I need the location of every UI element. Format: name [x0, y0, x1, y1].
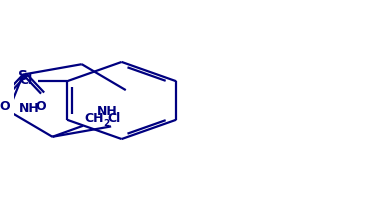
Text: NH: NH [19, 102, 40, 115]
Text: O: O [36, 100, 46, 113]
Text: O: O [0, 100, 10, 113]
Text: Cl: Cl [20, 74, 33, 87]
Text: 2: 2 [103, 119, 109, 128]
Text: NH: NH [97, 105, 118, 118]
Text: Cl: Cl [108, 112, 121, 125]
Text: CH: CH [85, 112, 104, 125]
Text: S: S [18, 69, 28, 83]
